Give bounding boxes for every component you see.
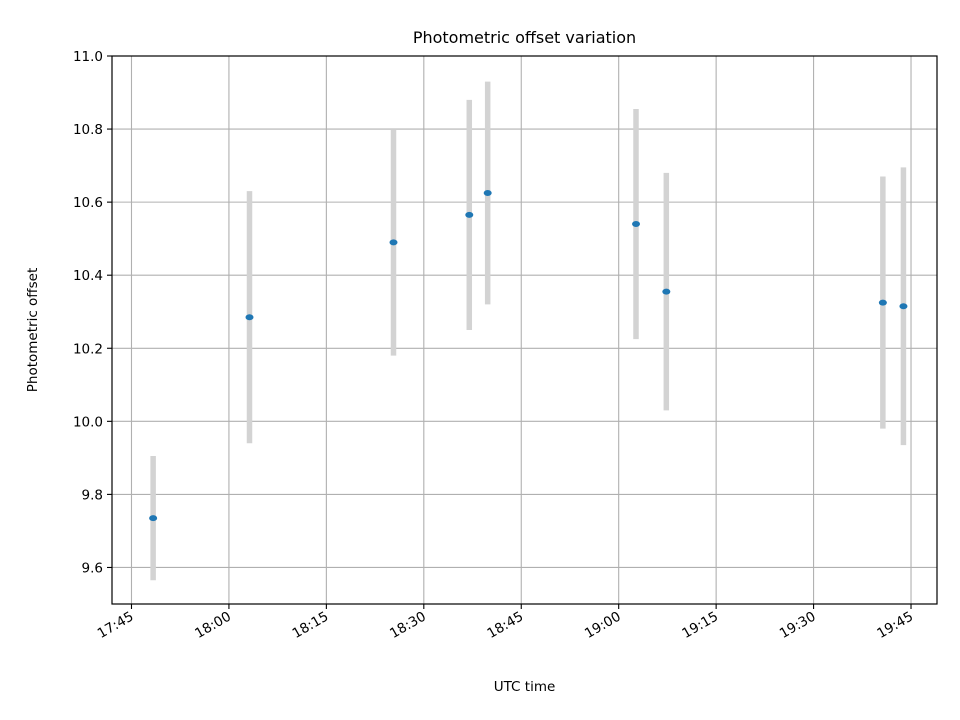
data-point bbox=[662, 288, 671, 295]
x-tick-label: 18:45 bbox=[485, 609, 527, 642]
x-tick-label: 19:00 bbox=[582, 609, 624, 642]
chart-title: Photometric offset variation bbox=[413, 28, 636, 47]
y-tick-label: 10.8 bbox=[73, 122, 103, 138]
y-tick-label: 10.2 bbox=[73, 341, 103, 357]
grid bbox=[112, 55, 937, 604]
data-points bbox=[149, 190, 908, 522]
data-point bbox=[389, 239, 398, 246]
y-tick-label: 11.0 bbox=[73, 49, 103, 65]
y-axis-label: Photometric offset bbox=[25, 268, 41, 392]
data-point bbox=[632, 221, 641, 228]
y-tick-label: 10.0 bbox=[73, 414, 103, 430]
x-tick-label: 19:15 bbox=[679, 609, 721, 642]
x-axis-label: UTC time bbox=[494, 679, 556, 695]
plot-frame bbox=[111, 55, 938, 605]
x-tick-label: 19:30 bbox=[777, 609, 819, 642]
y-tick-label: 10.4 bbox=[73, 268, 103, 284]
y-tick-label: 9.6 bbox=[82, 560, 103, 576]
x-tick-label: 18:15 bbox=[290, 609, 332, 642]
data-point bbox=[483, 190, 492, 196]
y-tick-label: 10.6 bbox=[73, 195, 103, 211]
y-axis: 9.6 9.8 10.0 10.2 10.4 10.6 10.8 11.0 bbox=[73, 49, 112, 576]
data-point bbox=[245, 314, 254, 321]
data-point bbox=[878, 299, 887, 306]
x-axis: 17:45 18:00 18:15 18:30 18:45 19:00 19:15 19:30… bbox=[95, 604, 916, 642]
y-tick-label: 9.8 bbox=[82, 487, 103, 503]
x-tick-label: 18:30 bbox=[387, 609, 429, 642]
data-point bbox=[899, 303, 908, 310]
data-point bbox=[149, 515, 158, 522]
x-tick-label: 18:00 bbox=[192, 609, 234, 642]
x-tick-label: 19:45 bbox=[874, 609, 916, 642]
x-tick-label: 17:45 bbox=[95, 609, 137, 642]
error-bars bbox=[150, 81, 907, 581]
data-point bbox=[465, 211, 474, 218]
